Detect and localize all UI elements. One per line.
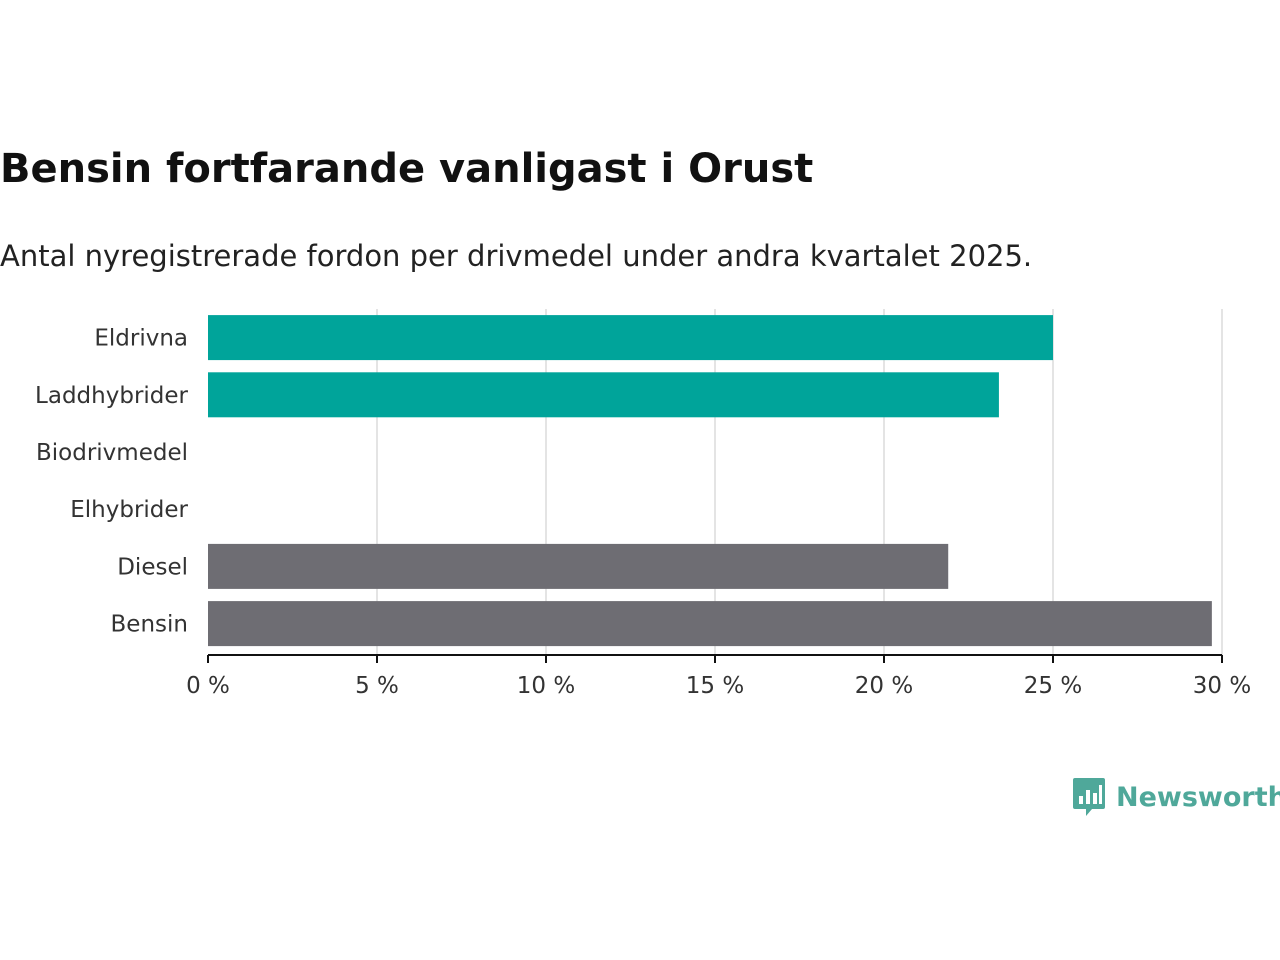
category-labels: Eldrivna Laddhybrider Biodrivmedel Elhybrid… <box>35 326 188 638</box>
brand-name: Newsworthy <box>1116 781 1280 813</box>
bar-chart: 0 % 5 % 10 % 15 % 20 % 25 % 30 % Eldrivna Laddh… <box>35 309 1251 699</box>
x-tick-label: 25 % <box>1024 673 1082 699</box>
x-tick-label: 0 % <box>186 673 230 699</box>
x-axis: 0 % 5 % 10 % 15 % 20 % 25 % 30 % <box>186 654 1251 699</box>
chart-title: Bensin fortfarande vanligast i Orust <box>0 146 814 192</box>
x-tick-label: 10 % <box>517 673 575 699</box>
bar-chart-speech-bubble-icon <box>1073 778 1105 816</box>
x-tick-label: 30 % <box>1193 673 1251 699</box>
bar-diesel <box>208 543 949 589</box>
category-label: Elhybrider <box>70 497 188 523</box>
bar-laddhybrider <box>208 372 999 418</box>
gridlines <box>376 309 1223 655</box>
bars <box>208 315 1212 647</box>
category-label: Biodrivmedel <box>36 440 188 466</box>
x-tick-label: 20 % <box>855 673 913 699</box>
newsworthy-logo: Newsworthy <box>1072 776 1280 818</box>
x-tick-label: 15 % <box>686 673 744 699</box>
category-label: Eldrivna <box>94 326 188 352</box>
category-label: Bensin <box>111 612 188 638</box>
category-label: Diesel <box>117 554 188 580</box>
bar-eldrivna <box>208 315 1053 361</box>
bar-bensin <box>208 601 1212 647</box>
x-tick-label: 5 % <box>355 673 399 699</box>
category-label: Laddhybrider <box>35 383 188 409</box>
chart-subtitle: Antal nyregistrerade fordon per drivmede… <box>0 239 1033 273</box>
